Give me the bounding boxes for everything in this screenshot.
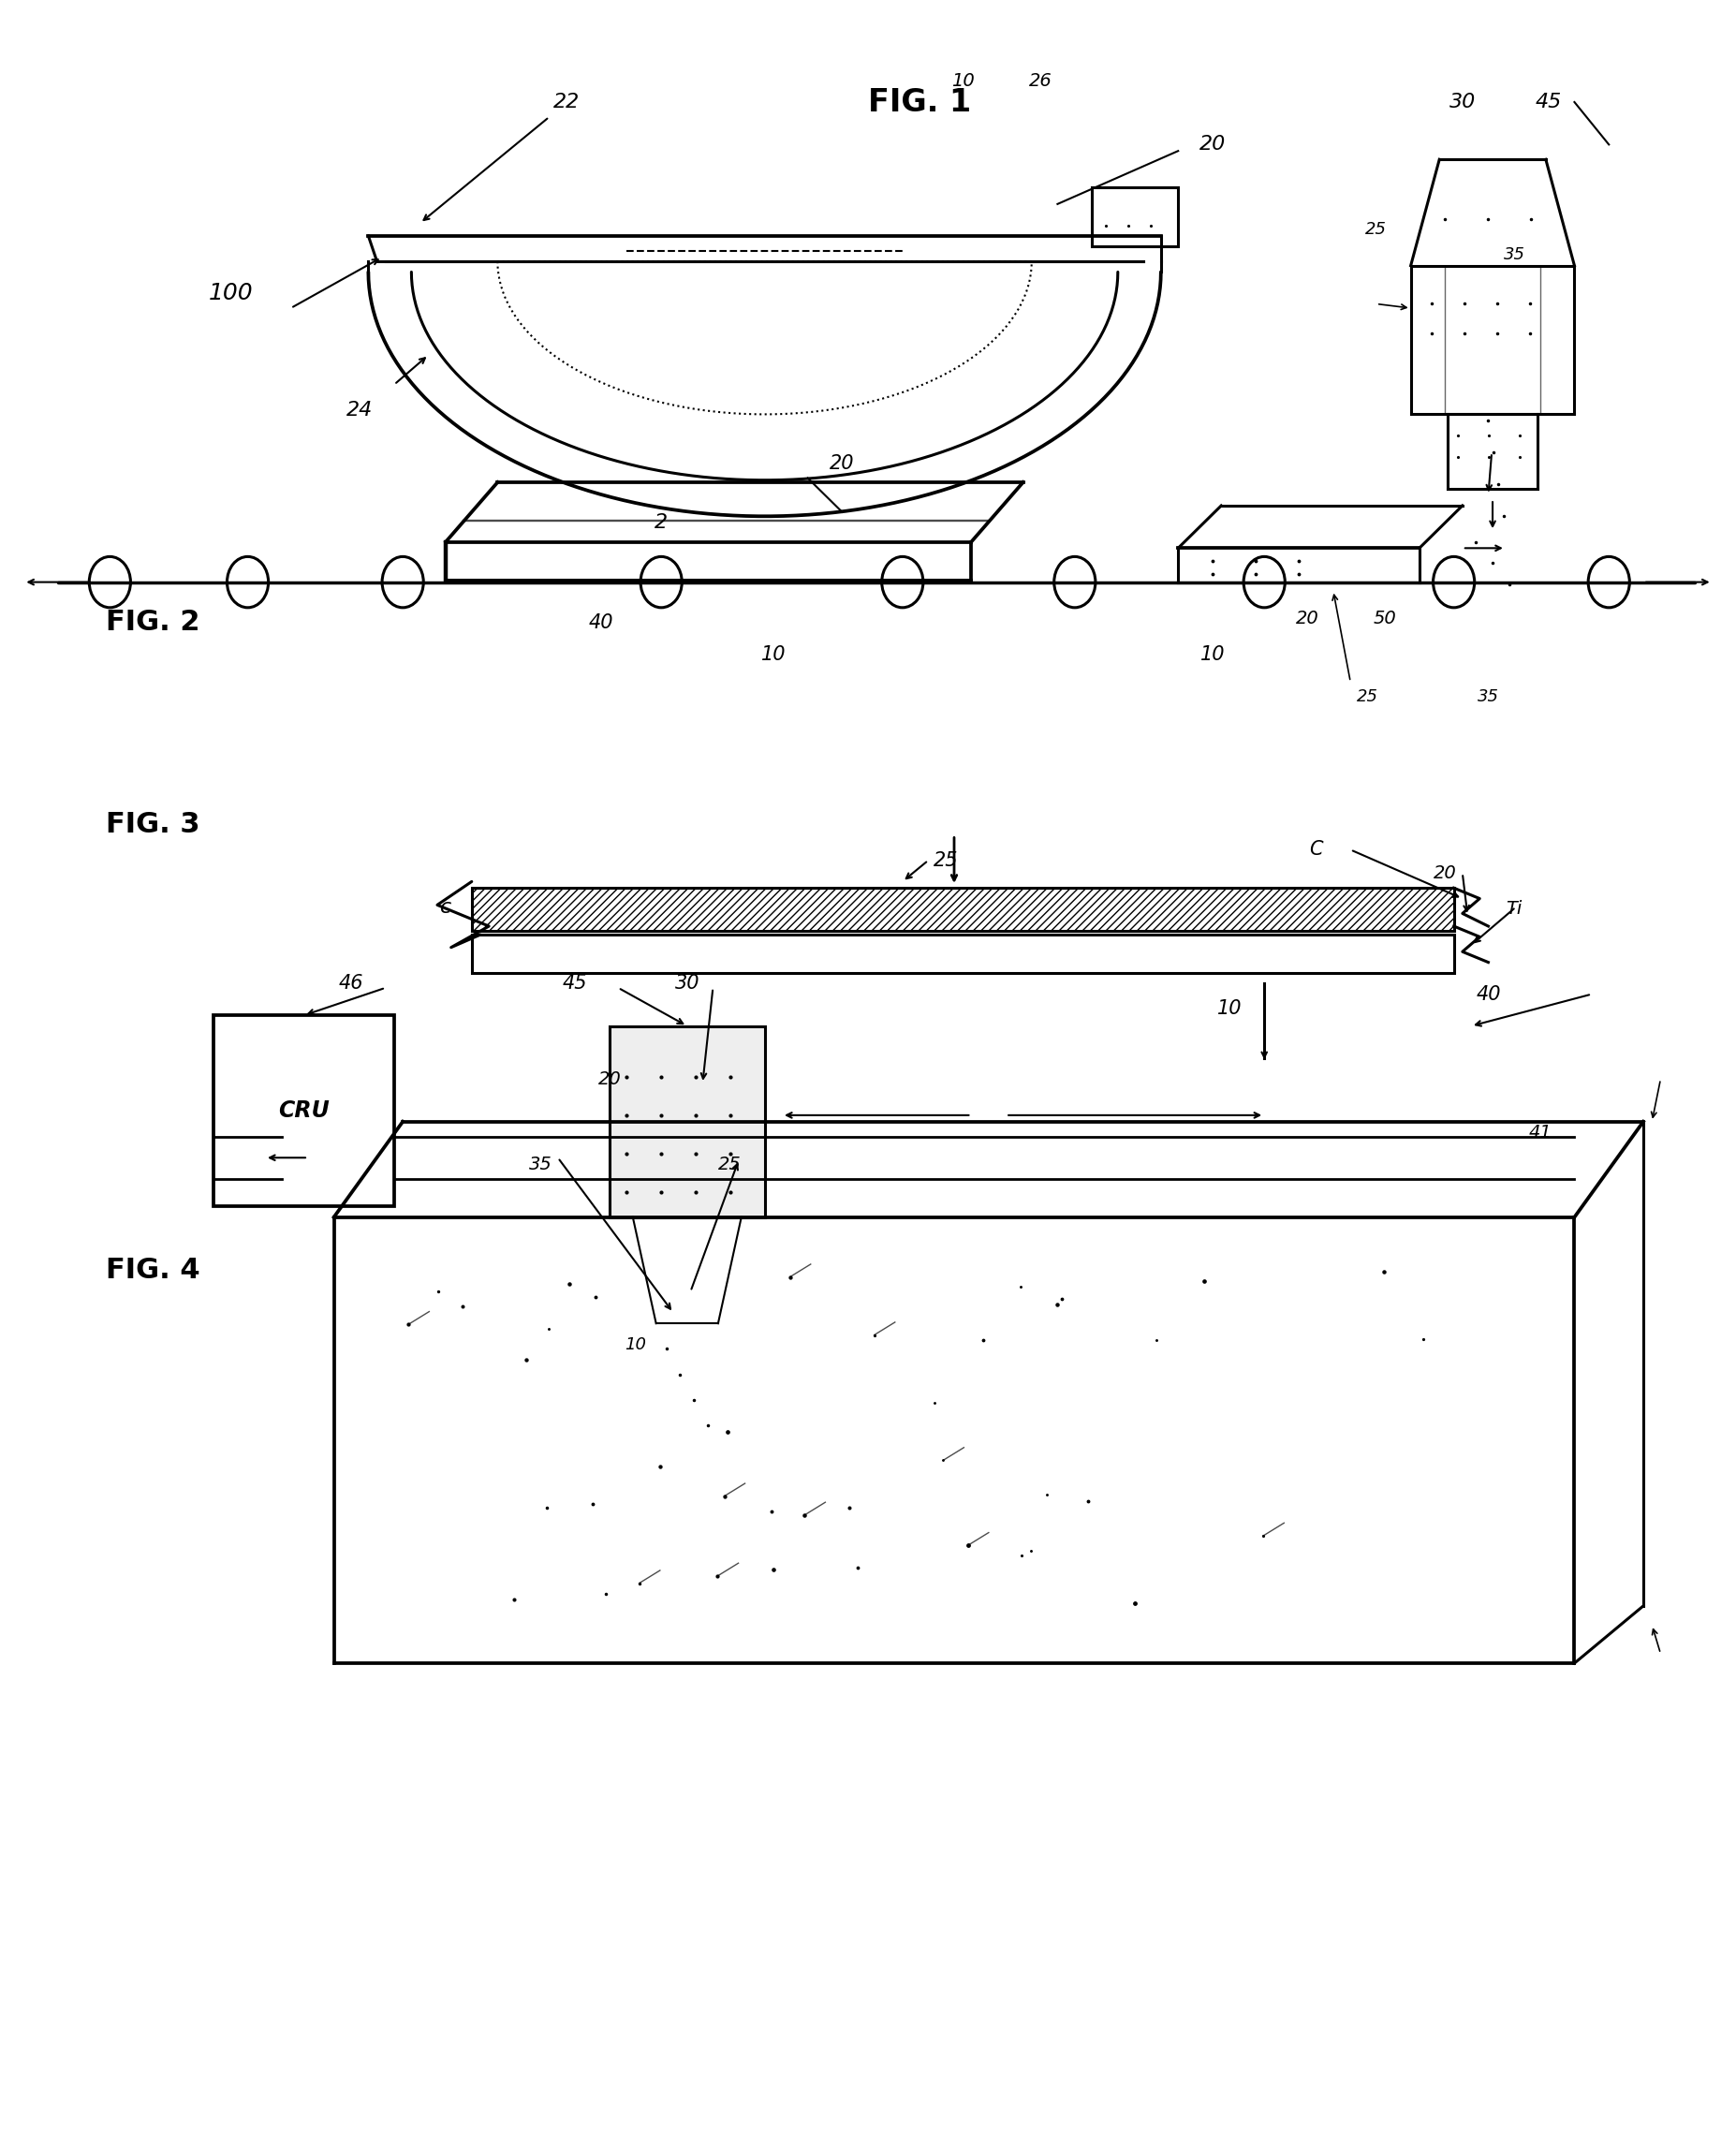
Bar (1092, 188, 1179, 246)
Text: 24: 24 (347, 402, 373, 419)
Text: FIG. 1: FIG. 1 (868, 88, 970, 118)
Bar (472, 889, 1453, 930)
Text: FIG. 2: FIG. 2 (106, 609, 200, 637)
Text: 20: 20 (1434, 863, 1457, 883)
Bar (472, 934, 1453, 972)
Text: 26: 26 (1029, 73, 1052, 90)
Text: 50: 50 (1373, 609, 1396, 626)
Text: 30: 30 (1450, 92, 1476, 111)
Bar (214, 1015, 394, 1207)
Text: 41: 41 (1528, 1124, 1552, 1141)
Text: 45: 45 (1535, 92, 1562, 111)
Text: 40: 40 (1476, 985, 1500, 1004)
Text: 22: 22 (554, 92, 580, 111)
Text: 20: 20 (1200, 135, 1226, 154)
Text: FIG. 3: FIG. 3 (106, 810, 200, 838)
Text: 100: 100 (208, 282, 253, 303)
Text: 25: 25 (934, 851, 958, 870)
Text: 20: 20 (830, 453, 854, 472)
Text: 10: 10 (1217, 1000, 1243, 1019)
Text: 25: 25 (1366, 220, 1387, 237)
Text: 35: 35 (529, 1156, 552, 1173)
Text: c: c (441, 898, 451, 917)
Text: 20: 20 (1295, 609, 1319, 626)
Text: 45: 45 (562, 974, 587, 994)
Text: 25: 25 (1358, 688, 1378, 705)
Text: 20: 20 (597, 1071, 621, 1088)
Text: 10: 10 (760, 645, 786, 665)
Text: 10: 10 (625, 1336, 646, 1353)
Text: 25: 25 (719, 1156, 741, 1173)
Text: C: C (1309, 840, 1323, 859)
Text: 35: 35 (1477, 688, 1500, 705)
Text: 46: 46 (339, 974, 363, 994)
Text: 10: 10 (1200, 645, 1226, 665)
Text: CRU: CRU (278, 1101, 330, 1122)
Text: 2: 2 (654, 513, 668, 532)
Text: 30: 30 (675, 974, 700, 994)
Text: FIG. 4: FIG. 4 (106, 1257, 200, 1284)
Text: 35: 35 (1503, 246, 1524, 263)
Text: Ti: Ti (1507, 900, 1522, 919)
Text: 10: 10 (951, 73, 974, 90)
Text: 40: 40 (589, 613, 613, 633)
Bar (609, 1026, 764, 1218)
